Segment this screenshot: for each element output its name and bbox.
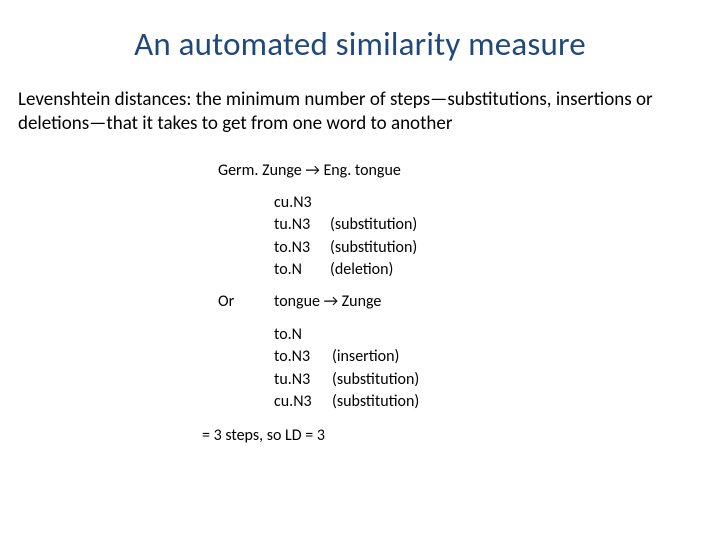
step-line: cu.N3 — [274, 192, 702, 214]
step-line: to.N3 (insertion) — [274, 346, 702, 368]
step-code: tu.N3 — [274, 369, 332, 391]
step-code: to.N3 — [274, 346, 332, 368]
step-note: (substitution) — [332, 369, 419, 391]
step-line: to.N (deletion) — [274, 259, 702, 281]
step-note: (substitution) — [330, 237, 417, 259]
step-note: (substitution) — [330, 214, 417, 236]
step-line: to.N3 (substitution) — [274, 237, 702, 259]
step-line: tu.N3 (substitution) — [274, 214, 702, 236]
examples-block: Germ. Zunge → Eng. tongue cu.N3 tu.N3 (s… — [218, 160, 702, 448]
page-title: An automated similarity measure — [18, 24, 702, 64]
step-code: to.N — [274, 324, 332, 346]
intro-paragraph: Levenshtein distances: the minimum numbe… — [18, 88, 702, 136]
step-note: (insertion) — [332, 346, 399, 368]
step-code: tu.N3 — [274, 214, 330, 236]
example1-steps: cu.N3 tu.N3 (substitution) to.N3 (substi… — [218, 192, 702, 282]
step-line: tu.N3 (substitution) — [274, 369, 702, 391]
example1-header: Germ. Zunge → Eng. tongue — [218, 160, 702, 182]
step-code: cu.N3 — [274, 391, 332, 413]
conclusion: = 3 steps, so LD = 3 — [202, 425, 702, 447]
or-label: Or — [218, 291, 274, 313]
step-line: cu.N3 (substitution) — [274, 391, 702, 413]
step-note: (deletion) — [330, 259, 393, 281]
step-code: to.N3 — [274, 237, 330, 259]
example2-steps: to.N to.N3 (insertion) tu.N3 (substituti… — [218, 324, 702, 414]
step-note: (substitution) — [332, 391, 419, 413]
step-code: to.N — [274, 259, 330, 281]
example2-row: Or tongue → Zunge — [218, 291, 702, 313]
step-line: to.N — [274, 324, 702, 346]
example2-header: tongue → Zunge — [274, 291, 702, 313]
step-code: cu.N3 — [274, 192, 330, 214]
